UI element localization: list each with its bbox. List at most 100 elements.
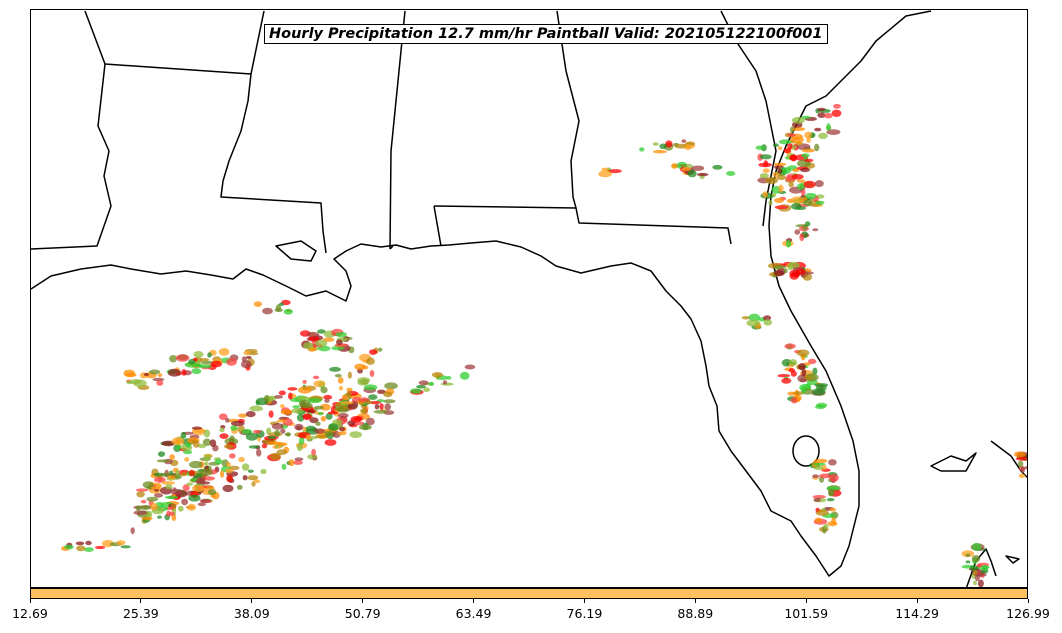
precip-blob [306,409,315,413]
precip-blob [334,374,342,378]
precip-blob [813,497,821,502]
precip-blob [201,360,214,365]
precip-blob [182,484,190,492]
precip-blob [249,405,264,412]
precip-blob [799,233,805,242]
precip-blob [815,200,825,205]
precip-blob [1013,451,1026,458]
colorbar-tick [916,599,918,603]
precip-blob [175,469,180,477]
mobile-bay [275,240,317,262]
precip-blob [241,463,250,471]
precip-blob [253,479,261,484]
precip-blob [160,472,171,477]
precip-blob [166,510,171,517]
precip-blob [787,263,794,271]
precip-blob [815,509,829,516]
precip-blob [335,331,347,338]
colorbar-tick-label: 50.79 [344,606,381,621]
precip-blob [135,488,149,492]
precip-blob [384,382,398,390]
precip-blob [314,428,326,434]
precip-blob [199,468,213,476]
precip-blob [313,405,324,410]
precip-blob [192,440,200,448]
precip-blob [369,349,378,355]
precipitation-map [31,10,1027,587]
precip-blob [817,107,826,112]
colorbar-tick-label: 25.39 [122,606,159,621]
precip-blob [336,339,343,346]
precip-blob [146,496,159,502]
precip-blob [795,141,803,145]
precip-blob [679,164,687,167]
precip-blob [302,379,307,384]
precip-blob [771,193,777,198]
precip-blob [773,162,787,167]
precip-blob [305,425,317,432]
precip-blob [792,168,800,173]
precip-blob [741,316,751,320]
precip-blob [175,354,190,362]
precip-blob [1017,460,1024,468]
precip-blob [789,154,798,161]
colorbar-tick [251,599,253,603]
precip-blob [363,400,374,404]
precip-blob [224,437,239,445]
precip-blob [230,425,238,431]
colorbar-tick [473,599,475,603]
precip-blob [340,401,354,405]
precip-blob [247,475,259,481]
precip-blob [799,167,811,173]
precip-blob [274,429,280,437]
precip-blob [64,544,74,550]
precip-blob [154,476,166,483]
precip-blob [712,164,723,170]
precip-blob [187,503,197,511]
precip-blob [193,351,204,358]
precip-blob [814,143,820,152]
precip-blob [141,516,153,521]
colorbar-tick [29,599,31,603]
precip-blob [791,203,802,210]
precip-blob [812,228,819,232]
precip-blob [140,500,147,504]
precip-blob [253,301,262,307]
precip-blob [338,385,344,391]
precip-blob [755,145,765,150]
precip-blob [245,432,258,441]
precip-blob [294,457,304,462]
precip-blob [280,409,293,415]
precip-blob [639,147,645,152]
precip-blob [94,545,106,550]
precip-blob [965,553,971,557]
precip-blob [124,372,137,378]
precip-blob [798,363,806,371]
lake-okeechobee [792,435,820,467]
map-title: Hourly Precipitation 12.7 mm/hr Paintbal… [264,24,828,44]
precip-blob [243,350,250,356]
precip-blob [309,417,319,424]
precip-blob [219,470,225,478]
precip-blob [305,434,312,440]
precip-blob [288,459,295,467]
atlantic-coastline [720,10,777,227]
precip-blob [161,481,175,485]
precip-blob [311,448,316,456]
precip-blob [145,510,153,519]
precip-blob [191,426,203,430]
precip-blob [312,375,320,380]
precip-blob [608,169,622,174]
precip-blob [188,358,196,365]
colorbar-tick [362,599,364,603]
precip-blob [245,411,256,418]
precip-blob [812,495,826,499]
precip-blob [829,474,839,482]
precip-blob [276,419,287,423]
precip-blob [416,384,426,389]
precip-blob [238,413,248,418]
precip-blob [226,358,237,366]
precip-blob [803,158,814,163]
precip-blob [759,173,769,179]
precip-blob [156,380,164,386]
